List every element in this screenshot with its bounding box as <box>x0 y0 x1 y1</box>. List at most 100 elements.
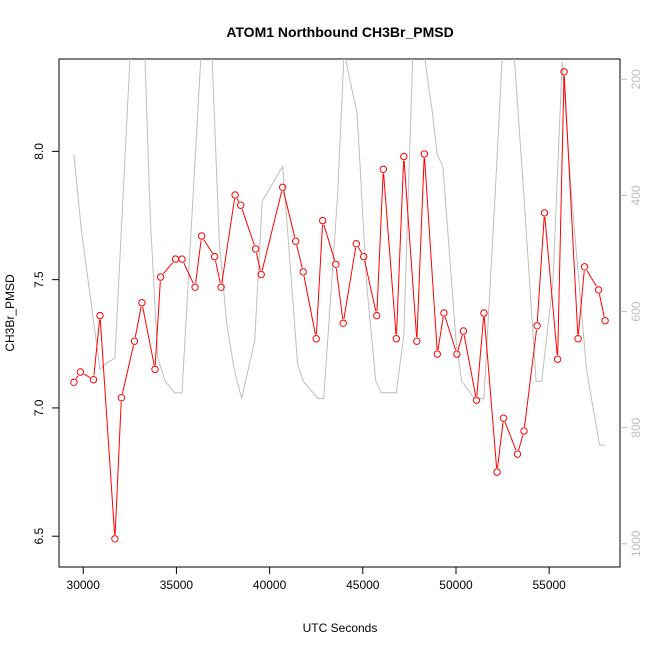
primary-series-segment <box>183 262 194 284</box>
chart-title: ATOM1 Northbound CH3Br_PMSD <box>226 24 453 40</box>
data-point <box>472 396 481 404</box>
primary-series-segment <box>93 319 101 376</box>
primary-series-segment <box>154 281 161 366</box>
primary-series-segment <box>598 293 605 317</box>
y-axis: 6.5 7.0 7.5 8.0 <box>32 143 59 545</box>
data-point <box>237 201 245 209</box>
primary-series-segment <box>396 160 405 335</box>
x-tick-label: 35000 <box>160 578 194 592</box>
data-point <box>292 237 300 245</box>
data-point <box>480 309 488 317</box>
data-point <box>96 311 104 320</box>
y-tick-label: 7.5 <box>32 271 46 288</box>
primary-series-segment <box>283 191 296 238</box>
primary-series-segment <box>577 270 585 335</box>
primary-series-segment <box>383 173 397 335</box>
data-point <box>171 255 180 263</box>
primary-series-segment <box>83 373 91 379</box>
data-point <box>197 232 206 240</box>
primary-series-segment <box>261 191 283 271</box>
data-point <box>433 350 441 358</box>
primary-series-segment <box>483 317 498 468</box>
data-point <box>392 335 400 343</box>
x-axis: 30000 35000 40000 45000 50000 55000 <box>67 567 566 592</box>
data-point <box>553 355 562 363</box>
primary-series-segment <box>376 173 384 312</box>
data-point <box>319 216 327 225</box>
data-point <box>400 152 408 161</box>
y2-tick-label: 1000 <box>629 530 643 557</box>
data-point <box>580 263 589 271</box>
data-point <box>560 68 568 76</box>
primary-series-segment <box>444 316 457 351</box>
primary-series-segment <box>437 317 444 350</box>
primary-series-segment <box>457 334 463 351</box>
primary-series-segment <box>504 421 517 451</box>
data-point <box>70 378 78 386</box>
primary-series-segment <box>221 199 235 284</box>
y2-tick-label: 800 <box>629 417 643 437</box>
primary-series-segment <box>586 270 597 287</box>
primary-series-segment <box>256 252 261 271</box>
primary-series-segment <box>203 239 213 254</box>
data-point <box>138 299 146 307</box>
data-point <box>130 337 139 345</box>
data-point <box>299 268 307 276</box>
data-point <box>459 327 468 335</box>
primary-series-segment <box>497 422 504 468</box>
plot-area <box>70 59 609 543</box>
primary-series-segment <box>364 260 377 312</box>
data-point <box>156 273 165 281</box>
primary-series-segment <box>335 268 344 320</box>
data-point <box>499 414 508 422</box>
primary-series-segment <box>557 75 565 356</box>
data-point <box>413 337 421 345</box>
primary-series-segment <box>536 217 545 322</box>
x-tick-label: 50000 <box>439 578 473 592</box>
data-point <box>453 350 461 358</box>
data-point <box>373 311 381 320</box>
primary-series-segment <box>476 317 485 397</box>
data-point <box>420 150 428 158</box>
data-point <box>520 427 528 435</box>
data-point <box>493 468 501 476</box>
x-tick-label: 55000 <box>532 578 566 592</box>
y2-tick-label: 200 <box>629 69 643 89</box>
data-point <box>540 209 549 217</box>
primary-series-segment <box>544 217 558 356</box>
primary-series-segment <box>75 375 79 379</box>
data-point <box>191 283 199 291</box>
primary-series-segment <box>296 245 303 269</box>
y-tick-label: 8.0 <box>32 143 46 160</box>
primary-series-segment <box>99 319 116 535</box>
primary-series-segment <box>241 209 255 246</box>
secondary-y-axis: 200 400 600 800 1000 <box>620 69 643 557</box>
primary-series-segment <box>195 240 202 284</box>
data-point <box>217 283 225 291</box>
primary-series-segment <box>563 75 579 335</box>
data-point <box>513 450 522 458</box>
primary-series-segment <box>403 160 418 338</box>
data-point <box>594 286 603 294</box>
primary-series-segment <box>343 247 357 320</box>
primary-series-segment <box>315 224 323 335</box>
data-point <box>178 255 186 263</box>
x-tick-label: 30000 <box>67 578 101 592</box>
primary-series-segment <box>142 306 155 366</box>
data-point <box>210 252 219 261</box>
primary-series-segment <box>323 224 336 261</box>
primary-series-segment <box>114 401 122 535</box>
primary-series-segment <box>134 306 142 338</box>
y2-tick-label: 400 <box>629 185 643 205</box>
x-tick-label: 40000 <box>253 578 287 592</box>
data-point <box>339 319 347 327</box>
data-point <box>332 260 340 268</box>
data-point <box>352 240 360 248</box>
primary-series-segment <box>524 329 537 427</box>
data-point <box>312 335 320 343</box>
primary-series-segment <box>303 276 316 335</box>
data-point <box>117 394 126 402</box>
data-point <box>89 376 98 384</box>
x-tick-label: 45000 <box>346 578 380 592</box>
